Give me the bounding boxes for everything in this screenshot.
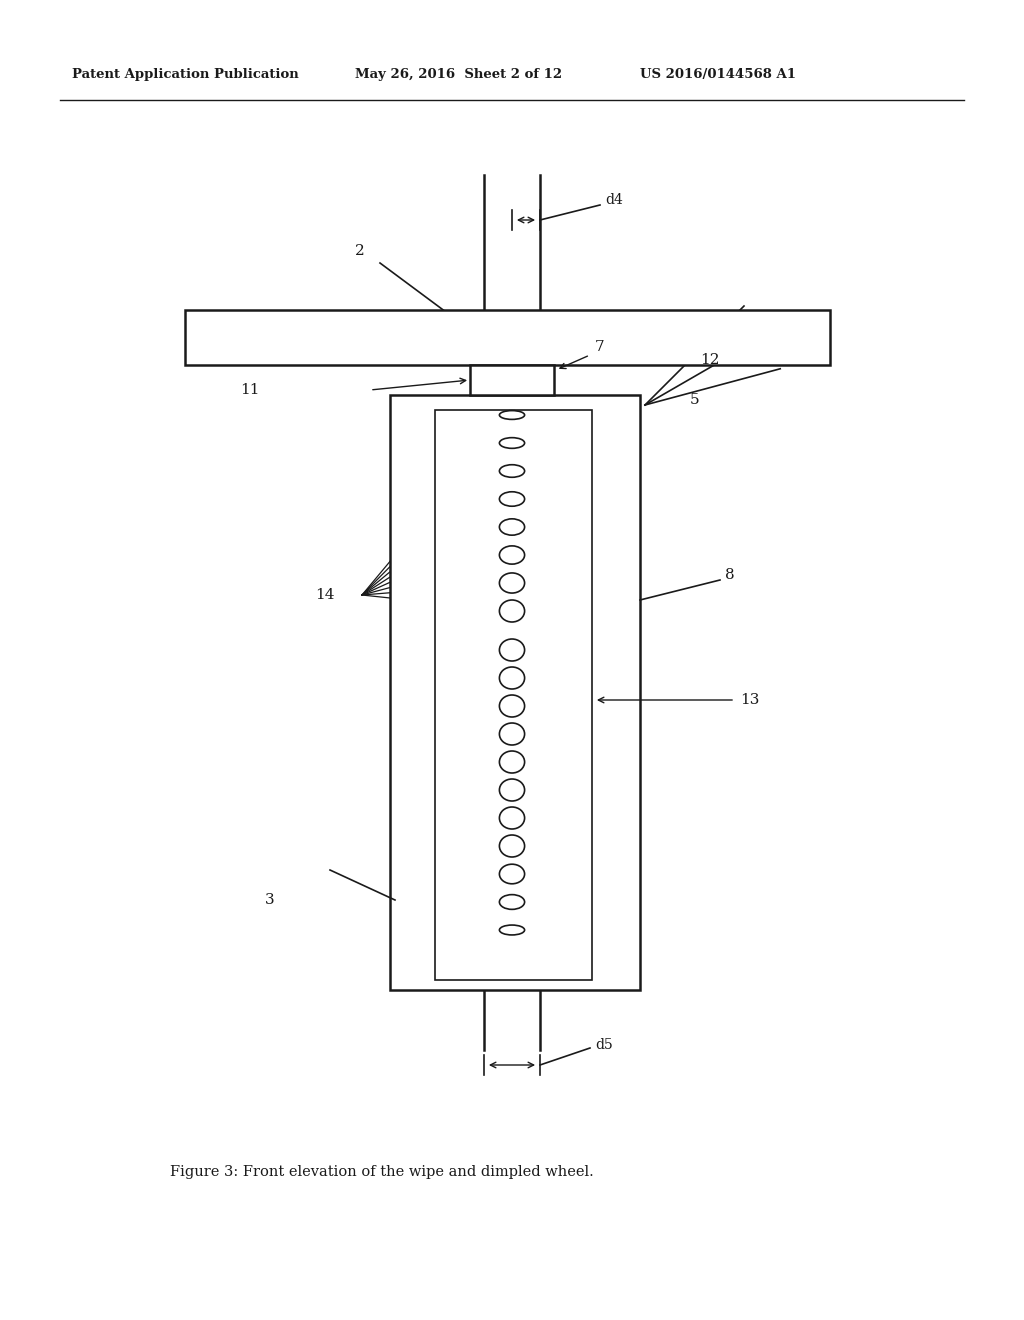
Text: Patent Application Publication: Patent Application Publication xyxy=(72,69,299,81)
Ellipse shape xyxy=(500,751,524,774)
Bar xyxy=(435,411,592,979)
Text: 2: 2 xyxy=(355,244,365,257)
Text: 14: 14 xyxy=(315,587,335,602)
Bar xyxy=(470,366,554,395)
Ellipse shape xyxy=(500,465,524,478)
Text: 12: 12 xyxy=(700,352,720,367)
Ellipse shape xyxy=(500,779,524,801)
Ellipse shape xyxy=(500,411,524,420)
Text: 5: 5 xyxy=(690,393,699,407)
Bar xyxy=(185,310,830,366)
Text: d5: d5 xyxy=(595,1038,612,1052)
Text: 11: 11 xyxy=(240,383,259,397)
Ellipse shape xyxy=(500,519,524,535)
Ellipse shape xyxy=(500,723,524,744)
Ellipse shape xyxy=(500,573,524,593)
Text: 3: 3 xyxy=(265,894,274,907)
Ellipse shape xyxy=(500,438,524,449)
Bar xyxy=(390,395,640,990)
Text: 8: 8 xyxy=(725,568,734,582)
Ellipse shape xyxy=(500,925,524,935)
Text: May 26, 2016  Sheet 2 of 12: May 26, 2016 Sheet 2 of 12 xyxy=(355,69,562,81)
Ellipse shape xyxy=(500,895,524,909)
Ellipse shape xyxy=(500,601,524,622)
Ellipse shape xyxy=(500,836,524,857)
Ellipse shape xyxy=(500,667,524,689)
Ellipse shape xyxy=(500,546,524,564)
Text: 7: 7 xyxy=(595,341,604,354)
Ellipse shape xyxy=(500,865,524,884)
Ellipse shape xyxy=(500,492,524,507)
Text: d4: d4 xyxy=(605,193,623,207)
Ellipse shape xyxy=(500,807,524,829)
Text: Figure 3: Front elevation of the wipe and dimpled wheel.: Figure 3: Front elevation of the wipe an… xyxy=(170,1166,594,1179)
Ellipse shape xyxy=(500,639,524,661)
Ellipse shape xyxy=(500,696,524,717)
Text: 13: 13 xyxy=(740,693,760,708)
Text: US 2016/0144568 A1: US 2016/0144568 A1 xyxy=(640,69,796,81)
